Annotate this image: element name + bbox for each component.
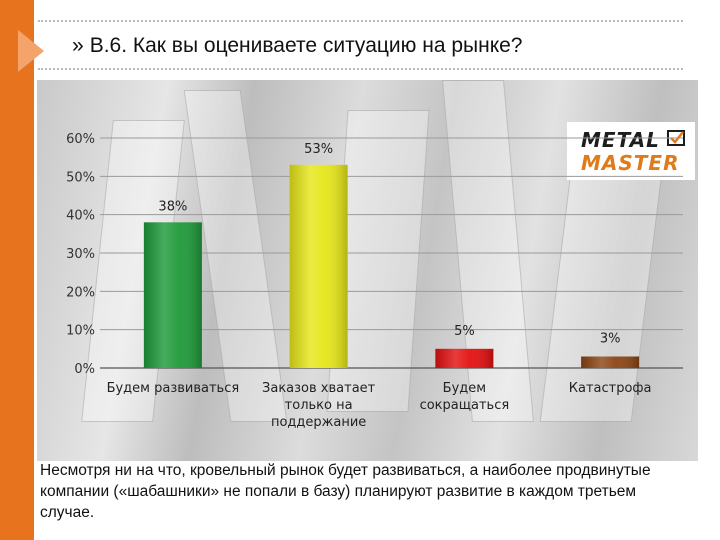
- y-tick-label: 20%: [66, 285, 95, 300]
- accent-sidebar: [0, 0, 34, 540]
- category-label: Катастрофа: [569, 381, 652, 396]
- y-tick-label: 40%: [66, 209, 95, 224]
- y-tick-label: 30%: [66, 247, 95, 262]
- bar-shading: [435, 348, 494, 368]
- logo-line-1: METAL: [581, 128, 660, 152]
- logo-line-2: MASTER: [581, 151, 680, 175]
- company-logo: METAL MASTER: [567, 122, 695, 180]
- title-text: В.6. Как вы оцениваете ситуацию на рынке…: [89, 34, 523, 57]
- category-label: Будем развиваться: [107, 381, 240, 396]
- y-tick-label: 60%: [66, 132, 95, 147]
- slide-title: » В.6. Как вы оцениваете ситуацию на рынк…: [72, 34, 522, 58]
- bar-shading: [143, 222, 202, 368]
- y-tick-label: 0%: [74, 362, 95, 377]
- title-divider: [38, 68, 683, 70]
- data-label: 38%: [158, 199, 187, 214]
- bar-shading: [581, 356, 640, 368]
- bar-shading: [289, 164, 348, 368]
- data-label: 3%: [600, 332, 621, 347]
- data-label: 5%: [454, 324, 475, 339]
- data-label: 53%: [304, 142, 333, 157]
- y-tick-label: 50%: [66, 170, 95, 185]
- top-divider: [38, 20, 683, 22]
- category-label: Будем сокращаться: [420, 381, 510, 413]
- title-bullet: »: [72, 34, 84, 57]
- y-tick-label: 10%: [66, 324, 95, 339]
- slide-caption: Несмотря ни на что, кровельный рынок буд…: [40, 462, 651, 521]
- category-label: Заказов хватает только на поддержание: [262, 381, 376, 430]
- chevron-icon: [18, 30, 44, 72]
